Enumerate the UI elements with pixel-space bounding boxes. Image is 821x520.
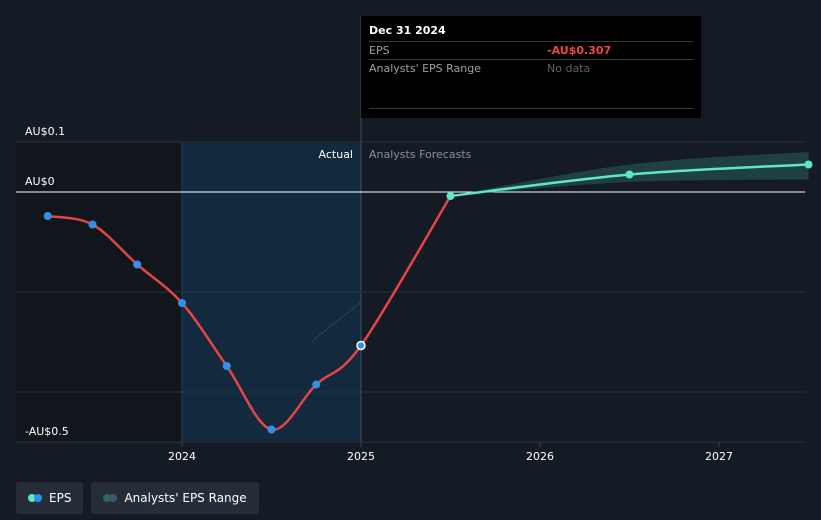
eps-point xyxy=(356,340,366,351)
y-tick-label: -AU$0.5 xyxy=(25,425,69,438)
tooltip-row-eps: EPS -AU$0.307 xyxy=(369,41,693,59)
x-tick-label: 2026 xyxy=(526,450,554,463)
eps-point xyxy=(312,380,321,389)
x-tick-label: 2024 xyxy=(168,450,196,463)
eps-range-legend-icon xyxy=(103,494,118,502)
eps-legend-icon xyxy=(28,494,42,502)
y-tick-label: AU$0 xyxy=(25,175,55,188)
eps-range-band xyxy=(310,152,809,343)
legend-item-eps-range[interactable]: Analysts' EPS Range xyxy=(91,482,259,514)
tooltip-row-range: Analysts' EPS Range No data xyxy=(369,59,693,77)
tooltip-range-value: No data xyxy=(547,62,591,75)
actual-label: Actual xyxy=(319,148,353,161)
eps-points xyxy=(43,160,813,434)
legend-label-eps: EPS xyxy=(49,491,72,505)
tooltip-date: Dec 31 2024 xyxy=(369,24,446,37)
eps-point xyxy=(88,220,97,229)
chart-background xyxy=(16,16,362,442)
legend-dot xyxy=(103,494,112,502)
tooltip-eps-key: EPS xyxy=(369,44,390,57)
past-forecast-ghost-line xyxy=(310,301,362,343)
eps-point xyxy=(267,425,276,434)
eps-forecast-point xyxy=(625,170,634,179)
axis-labels: AU$0.1 AU$0 -AU$0.5 2024 2025 2026 2027 Actual A… xyxy=(25,125,733,463)
legend-dot xyxy=(34,494,42,502)
eps-point xyxy=(133,260,142,269)
tooltip: Dec 31 2024 EPS -AU$0.307 Analysts' EPS … xyxy=(361,16,701,118)
tooltip-range-key: Analysts' EPS Range xyxy=(369,62,482,75)
tooltip-divider xyxy=(369,108,693,109)
legend: EPS Analysts' EPS Range xyxy=(16,482,259,514)
tooltip-eps-value: -AU$0.307 xyxy=(547,44,612,57)
y-tick-label: AU$0.1 xyxy=(25,125,65,138)
legend-dot xyxy=(28,494,36,502)
eps-point xyxy=(222,362,231,370)
forecast-label: Analysts Forecasts xyxy=(369,148,472,161)
eps-point xyxy=(43,212,52,220)
eps-forecast-point xyxy=(446,192,455,200)
grid-lines xyxy=(16,141,805,447)
x-tick-label: 2025 xyxy=(347,450,375,463)
legend-item-eps[interactable]: EPS xyxy=(16,482,84,514)
legend-dot xyxy=(109,494,118,502)
x-tick-label: 2027 xyxy=(705,450,733,463)
eps-point xyxy=(178,299,186,307)
legend-label-eps-range: Analysts' EPS Range xyxy=(124,491,247,505)
eps-forecast-point xyxy=(804,160,813,169)
